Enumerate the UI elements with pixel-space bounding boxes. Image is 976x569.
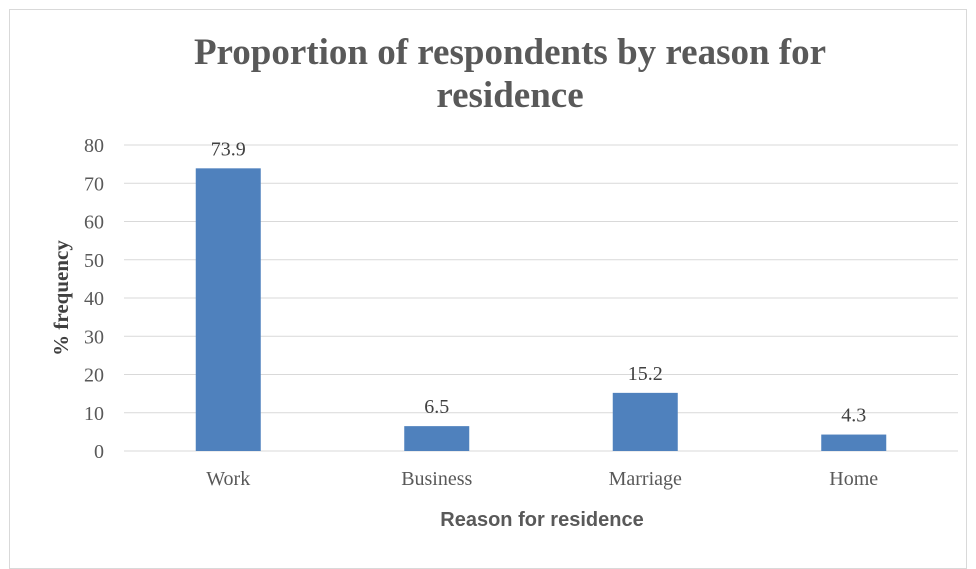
y-tick-label: 50 [84, 250, 104, 272]
data-label-work: 73.9 [211, 138, 246, 160]
x-tick-label-work: Work [206, 468, 250, 490]
data-label-marriage: 15.2 [628, 363, 663, 385]
chart-title-line-1: Proportion of respondents by reason for [194, 32, 826, 73]
y-tick-label: 30 [84, 326, 104, 348]
x-tick-label-business: Business [401, 468, 472, 490]
y-tick-label: 20 [84, 365, 104, 387]
y-tick-label: 80 [84, 135, 104, 157]
x-axis-label: Reason for residence [440, 509, 643, 531]
x-tick-label-marriage: Marriage [609, 468, 682, 490]
x-tick-label-home: Home [829, 468, 878, 490]
y-tick-label: 10 [84, 403, 104, 425]
bar-work [195, 168, 261, 451]
chart-title: Proportion of respondents by reason for … [194, 32, 826, 116]
data-label-business: 6.5 [424, 396, 449, 418]
y-tick-label: 70 [84, 173, 104, 195]
bars [195, 168, 887, 451]
y-tick-label: 0 [94, 441, 104, 463]
y-tick-label: 40 [84, 288, 104, 310]
x-axis-ticks: Work Business Marriage Home [206, 468, 878, 490]
chart-title-line-2: residence [436, 75, 583, 116]
y-axis-ticks: 0 10 20 30 40 50 60 70 80 [84, 135, 104, 463]
bar-home [821, 434, 887, 451]
chart-frame [9, 9, 967, 569]
bar-business [404, 426, 470, 451]
y-tick-label: 60 [84, 212, 104, 234]
y-axis-label: % frequency [49, 240, 73, 356]
data-labels: 73.9 6.5 15.2 4.3 [211, 138, 867, 426]
data-label-home: 4.3 [841, 405, 866, 427]
gridlines [124, 144, 958, 452]
bar-marriage [612, 392, 678, 451]
